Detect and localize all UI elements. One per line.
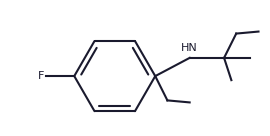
Text: F: F — [38, 71, 44, 81]
Text: HN: HN — [181, 43, 198, 53]
